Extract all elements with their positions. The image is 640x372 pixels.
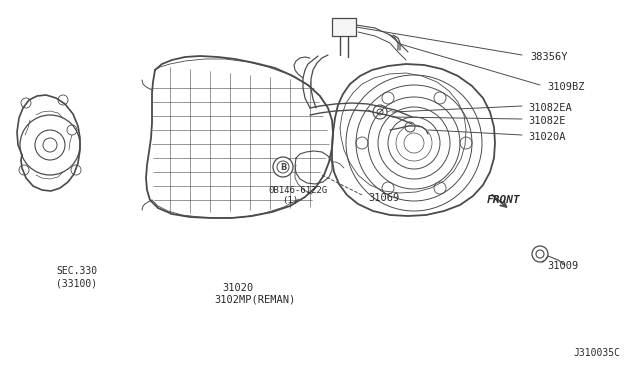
Text: 38356Y: 38356Y bbox=[530, 52, 568, 62]
Text: 31009: 31009 bbox=[547, 261, 579, 271]
Text: 31082EA: 31082EA bbox=[528, 103, 572, 113]
FancyBboxPatch shape bbox=[332, 18, 356, 36]
Text: FRONT: FRONT bbox=[487, 195, 521, 205]
Text: 31020: 31020 bbox=[222, 283, 253, 293]
Text: B: B bbox=[280, 163, 286, 171]
Text: 3109BZ: 3109BZ bbox=[547, 82, 584, 92]
Text: (33100): (33100) bbox=[56, 278, 97, 288]
Text: J310035C: J310035C bbox=[573, 348, 620, 358]
Text: 3102MP(REMAN): 3102MP(REMAN) bbox=[214, 294, 295, 304]
Text: 31020A: 31020A bbox=[528, 132, 566, 142]
Circle shape bbox=[273, 157, 293, 177]
Circle shape bbox=[532, 246, 548, 262]
Text: 31069: 31069 bbox=[368, 193, 399, 203]
Text: (1): (1) bbox=[282, 196, 298, 205]
Text: SEC.330: SEC.330 bbox=[56, 266, 97, 276]
Text: 0B146-6122G: 0B146-6122G bbox=[268, 186, 327, 195]
Text: 31082E: 31082E bbox=[528, 116, 566, 126]
